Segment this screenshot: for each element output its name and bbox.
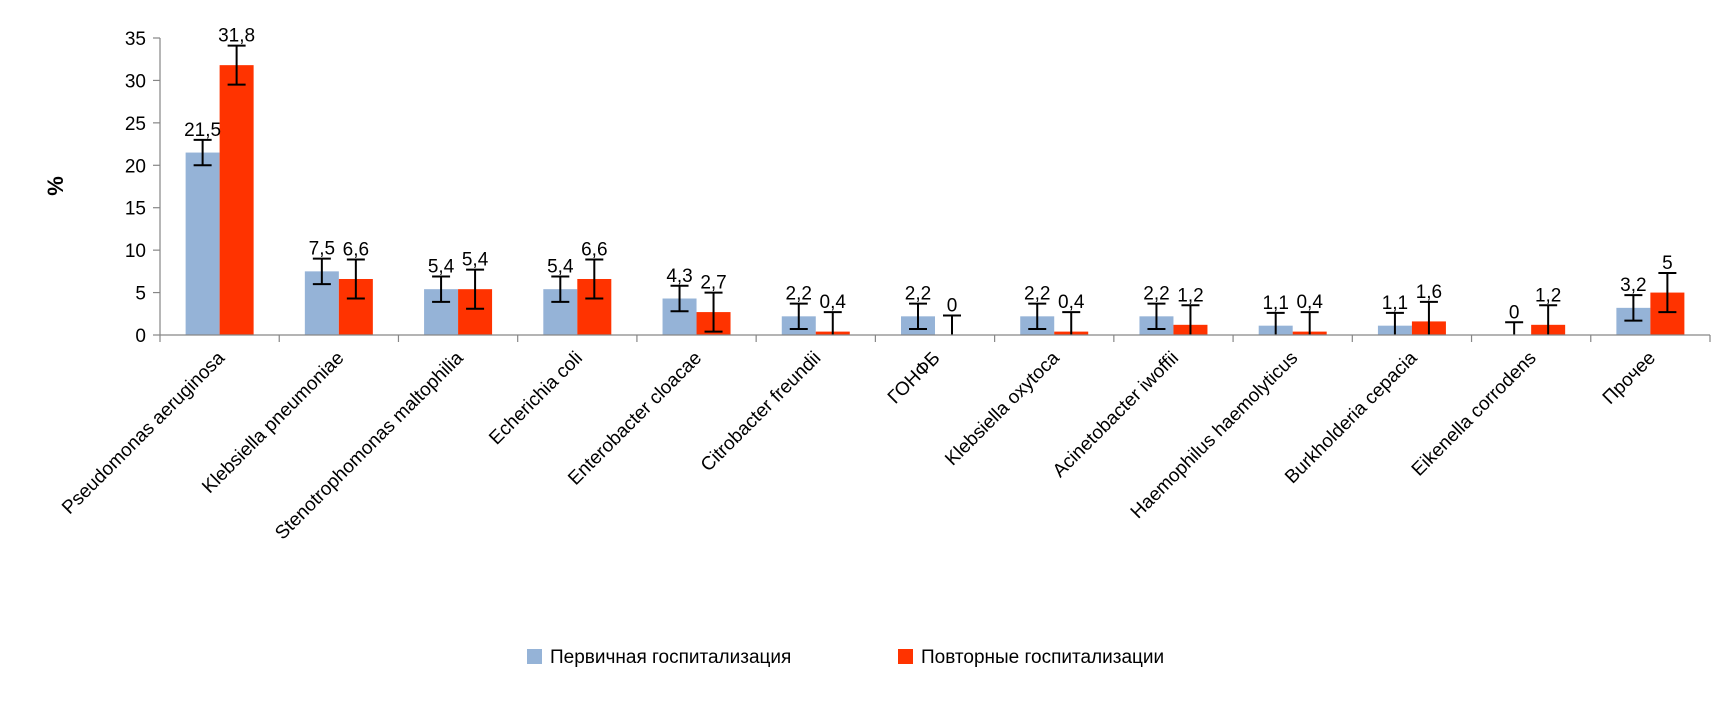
x-tick-label: Echerichia coli: [485, 348, 586, 449]
y-tick-label: 35: [125, 29, 146, 50]
data-label: 2,2: [1024, 284, 1050, 305]
x-tick-label: Pseudomonas aeruginosa: [58, 347, 229, 518]
data-label: 7,5: [309, 239, 335, 260]
x-tick-label: ГОНФБ: [884, 348, 945, 409]
data-label: 31,8: [218, 26, 255, 47]
data-label: 2,2: [905, 284, 931, 305]
legend-swatch: [527, 649, 542, 664]
data-label: 5,4: [547, 256, 574, 277]
y-tick-label: 25: [125, 114, 146, 135]
data-label: 3,2: [1620, 275, 1646, 296]
x-tick-label: Eikenella corrodens: [1408, 348, 1541, 481]
data-label: 4,3: [666, 266, 692, 287]
data-labels: 21,5 31,8 7,5 6,6 5,4 5,4 5,4 6,6 4,3 2,7 2,2 0,4 2,…: [184, 26, 1673, 324]
data-label: 1,6: [1416, 282, 1442, 303]
x-tick-label: Klebsiella oxytoca: [941, 347, 1064, 470]
data-label: 0,4: [1296, 292, 1323, 313]
x-tick-label: Burkholderia cepacia: [1281, 347, 1422, 488]
data-label: 1,1: [1382, 293, 1408, 314]
legend-swatch: [898, 649, 913, 664]
data-label: 2,2: [1143, 284, 1169, 305]
data-label: 5: [1662, 253, 1673, 274]
x-tick-label: Citrobacter freundii: [697, 348, 825, 476]
data-label: 0: [1509, 302, 1520, 323]
data-label: 2,7: [700, 273, 726, 294]
bar: [185, 152, 220, 335]
y-tick-label: 30: [125, 71, 146, 92]
y-axis-title: %: [43, 176, 68, 196]
data-label: 6,6: [581, 239, 607, 260]
data-label: 6,6: [343, 239, 369, 260]
y-tick-label: 5: [135, 284, 146, 305]
data-label: 5,4: [428, 256, 455, 277]
legend-label: Первичная госпитализация: [550, 647, 791, 668]
x-tick-label: Прочее: [1599, 348, 1660, 409]
x-tick-label: Stenotrophomonas maltophilia: [271, 347, 468, 544]
bars: [185, 65, 1685, 335]
data-label: 21,5: [184, 120, 221, 141]
bar: [219, 65, 254, 335]
y-tick-label: 10: [125, 241, 146, 262]
y-tick-label: 0: [135, 326, 146, 347]
y-tick-label: 20: [125, 156, 146, 177]
data-label: 5,4: [462, 250, 489, 271]
legend: Первичная госпитализация Повторные госпит…: [527, 647, 1164, 668]
data-label: 0,4: [1058, 292, 1085, 313]
data-label: 0: [947, 295, 958, 316]
y-tick-label: 15: [125, 199, 146, 220]
legend-label: Повторные госпитализации: [921, 647, 1164, 668]
x-tick-label: Acinetobacter iwoffii: [1049, 348, 1183, 482]
error-bars: [193, 44, 1677, 335]
x-tick-label: Enterobacter cloacae: [564, 348, 706, 490]
data-label: 1,1: [1262, 293, 1288, 314]
data-label: 1,2: [1535, 285, 1561, 306]
y-axis: 0 5 10 15 20 25 30 35: [125, 29, 161, 347]
x-axis: [159, 334, 1711, 342]
data-label: 0,4: [820, 292, 847, 313]
data-label: 2,2: [786, 284, 812, 305]
data-label: 1,2: [1177, 285, 1203, 306]
